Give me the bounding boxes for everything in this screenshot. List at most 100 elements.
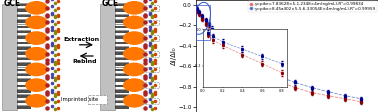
Bar bbox=[17, 58, 31, 60]
Bar bbox=[115, 51, 129, 52]
Circle shape bbox=[26, 79, 47, 91]
Bar bbox=[142, 82, 159, 88]
Bar bbox=[115, 4, 129, 6]
Circle shape bbox=[26, 63, 47, 76]
Bar bbox=[17, 67, 31, 68]
Circle shape bbox=[124, 95, 145, 107]
Bar bbox=[115, 15, 129, 17]
Circle shape bbox=[124, 48, 145, 60]
Text: GCE: GCE bbox=[102, 0, 119, 8]
Bar bbox=[115, 52, 129, 55]
Bar bbox=[115, 9, 129, 12]
Bar bbox=[17, 4, 31, 6]
Bar bbox=[17, 14, 31, 15]
Bar bbox=[115, 20, 129, 23]
Bar bbox=[17, 101, 31, 103]
Bar bbox=[17, 42, 31, 44]
Text: Extraction: Extraction bbox=[64, 37, 99, 42]
Bar bbox=[17, 63, 31, 66]
Bar bbox=[115, 100, 129, 101]
Bar bbox=[17, 3, 31, 4]
Bar bbox=[17, 89, 31, 90]
Circle shape bbox=[124, 79, 145, 91]
Bar bbox=[17, 52, 31, 55]
Bar bbox=[17, 9, 31, 12]
Text: Rebind: Rebind bbox=[72, 59, 97, 64]
Bar bbox=[115, 67, 129, 68]
Bar bbox=[17, 36, 31, 39]
Y-axis label: ΔI/ΔI₀: ΔI/ΔI₀ bbox=[170, 47, 177, 65]
Bar bbox=[17, 62, 31, 63]
Bar bbox=[17, 26, 31, 28]
Circle shape bbox=[26, 32, 47, 44]
Bar bbox=[115, 30, 129, 31]
Bar bbox=[17, 95, 31, 98]
Circle shape bbox=[26, 48, 47, 60]
Bar bbox=[17, 79, 31, 82]
Bar bbox=[17, 30, 31, 31]
Bar bbox=[115, 26, 129, 28]
Bar bbox=[142, 35, 159, 41]
Bar bbox=[115, 73, 129, 74]
Bar bbox=[115, 101, 129, 103]
Bar bbox=[115, 63, 129, 66]
Bar bbox=[115, 90, 129, 93]
Bar bbox=[17, 73, 31, 74]
Bar bbox=[115, 19, 129, 20]
Circle shape bbox=[26, 95, 47, 107]
Bar bbox=[17, 57, 31, 58]
Bar bbox=[17, 94, 31, 95]
Bar bbox=[115, 78, 129, 79]
Bar bbox=[115, 3, 129, 4]
Bar bbox=[115, 89, 129, 90]
Text: Imprinted site: Imprinted site bbox=[61, 97, 99, 102]
Bar bbox=[17, 78, 31, 79]
Bar bbox=[17, 46, 31, 47]
Bar bbox=[17, 47, 31, 50]
Bar bbox=[195, 5, 210, 40]
Circle shape bbox=[124, 2, 145, 14]
Bar bbox=[115, 62, 129, 63]
Bar bbox=[142, 51, 159, 57]
Bar bbox=[115, 57, 129, 58]
Bar bbox=[115, 58, 129, 60]
Bar bbox=[17, 85, 31, 87]
Bar bbox=[17, 105, 31, 106]
Bar bbox=[17, 74, 31, 76]
Bar bbox=[115, 47, 129, 50]
Bar bbox=[17, 20, 31, 23]
Bar bbox=[115, 79, 129, 82]
Bar bbox=[115, 36, 129, 39]
Bar bbox=[17, 100, 31, 101]
Bar bbox=[17, 31, 31, 33]
Bar bbox=[17, 90, 31, 93]
Bar bbox=[142, 5, 159, 11]
Bar bbox=[17, 8, 31, 9]
Bar bbox=[17, 106, 31, 109]
Bar bbox=[142, 67, 159, 72]
Bar bbox=[115, 85, 129, 87]
Bar bbox=[142, 98, 159, 104]
Circle shape bbox=[26, 2, 47, 14]
Bar bbox=[88, 95, 107, 104]
Bar bbox=[115, 46, 129, 47]
Bar bbox=[17, 35, 31, 36]
Bar bbox=[115, 106, 129, 109]
Bar bbox=[2, 4, 17, 110]
Bar bbox=[115, 8, 129, 9]
Bar bbox=[100, 4, 115, 110]
Bar bbox=[115, 74, 129, 76]
Legend: y=pike=7.83628×5-1.2348×4m(ng/mL),R²=0.99834, y=pike=8.45a402×5-5.6-33054E×4m(ng: y=pike=7.83628×5-1.2348×4m(ng/mL),R²=0.9… bbox=[248, 1, 377, 12]
Bar bbox=[17, 15, 31, 17]
Circle shape bbox=[124, 32, 145, 44]
Bar bbox=[115, 31, 129, 33]
Circle shape bbox=[26, 16, 47, 29]
Bar bbox=[115, 24, 129, 25]
Bar bbox=[115, 35, 129, 36]
Bar bbox=[115, 95, 129, 98]
Bar bbox=[17, 51, 31, 52]
Bar bbox=[17, 19, 31, 20]
Bar bbox=[115, 42, 129, 44]
Bar bbox=[115, 69, 129, 71]
Circle shape bbox=[124, 63, 145, 76]
